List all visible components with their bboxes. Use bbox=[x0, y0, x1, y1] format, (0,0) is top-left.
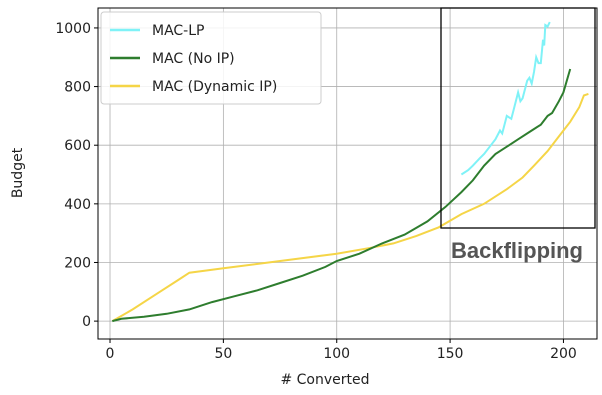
line bbox=[112, 68, 572, 323]
line bbox=[460, 21, 551, 176]
x-tick-label: 150 bbox=[437, 346, 464, 362]
y-tick-label: 200 bbox=[64, 255, 91, 271]
x-tick-label: 0 bbox=[106, 346, 115, 362]
x-axis-label: # Converted bbox=[280, 372, 369, 388]
legend-label: MAC (No IP) bbox=[152, 51, 235, 67]
annotation: Backflipping bbox=[451, 238, 583, 263]
x-tick-label: 50 bbox=[214, 346, 232, 362]
y-tick-label: 600 bbox=[64, 138, 91, 154]
y-tick-label: 400 bbox=[64, 197, 91, 213]
x-tick-label: 200 bbox=[550, 346, 577, 362]
legend-label: MAC-LP bbox=[152, 23, 204, 39]
x-tick-label: 100 bbox=[323, 346, 350, 362]
y-tick-label: 1000 bbox=[55, 21, 91, 37]
legend-label: MAC (Dynamic IP) bbox=[152, 79, 277, 95]
y-axis-label: Budget bbox=[10, 147, 26, 198]
highlight-box bbox=[440, 7, 596, 229]
y-tick-label: 0 bbox=[82, 314, 91, 330]
y-tick-label: 800 bbox=[64, 80, 91, 96]
line bbox=[111, 92, 589, 322]
plot-frame bbox=[97, 7, 598, 340]
legend-box bbox=[100, 11, 322, 105]
plot: 0 200 400 600 800 1000 0 50 100 150 200 MAC-LP MAC (… bbox=[55, 7, 598, 362]
